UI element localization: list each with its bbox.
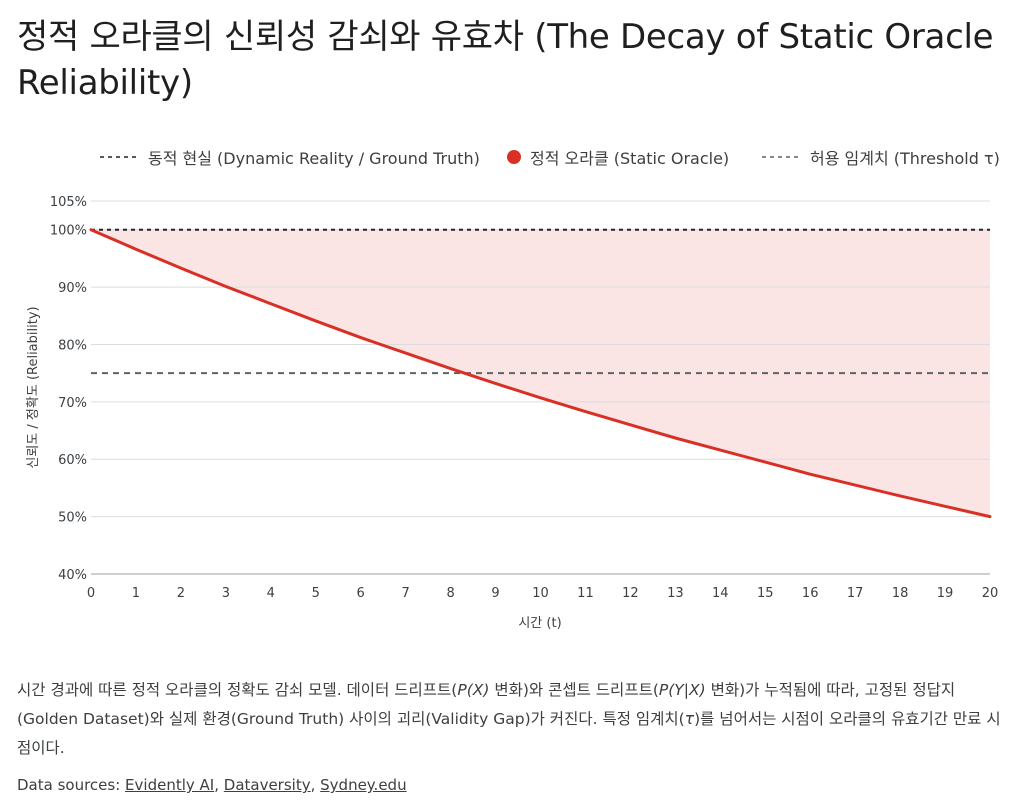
- source-link-evidently-ai[interactable]: Evidently AI: [125, 776, 215, 794]
- x-tick-label: 11: [577, 586, 594, 601]
- x-tick-label: 2: [177, 586, 185, 601]
- chart-legend: 동적 현실 (Dynamic Reality / Ground Truth) 정…: [0, 144, 1024, 170]
- x-tick-label: 3: [222, 586, 230, 601]
- sources-prefix: Data sources:: [17, 776, 126, 794]
- x-tick-label: 19: [937, 586, 954, 601]
- caption-math-px: P(X): [457, 681, 490, 699]
- sources-separator: ,: [214, 776, 224, 794]
- caption-text-2: 변화)와 콘셉트 드리프트(: [489, 681, 659, 699]
- y-axis-title: 신뢰도 / 정확도 (Reliability): [26, 306, 41, 468]
- legend-label-ground-truth: 동적 현실 (Dynamic Reality / Ground Truth): [148, 149, 480, 168]
- caption-text-3: 변화)가 누적됨에 따라, 고정된 정답지(Golden Dataset)와 실…: [17, 681, 956, 728]
- y-tick-label: 105%: [50, 195, 87, 210]
- source-link-dataversity[interactable]: Dataversity: [223, 776, 311, 794]
- validity-gap-area: [91, 229, 990, 517]
- y-tick-label: 90%: [58, 281, 87, 296]
- legend-item-threshold[interactable]: 허용 임계치 (Threshold τ): [762, 144, 1000, 170]
- dashed-line-icon: [762, 156, 802, 158]
- x-tick-label: 20: [982, 586, 999, 601]
- x-tick-label: 17: [847, 586, 864, 601]
- y-tick-label: 80%: [58, 338, 87, 353]
- x-tick-label: 12: [622, 586, 639, 601]
- y-tick-label: 60%: [58, 453, 87, 468]
- x-axis-title: 시간 (t): [518, 616, 561, 631]
- y-tick-label: 100%: [50, 224, 87, 239]
- red-dot-icon: [507, 150, 521, 164]
- caption-text-1: 시간 경과에 따른 정적 오라클의 정확도 감쇠 모델. 데이터 드리프트(: [17, 681, 458, 699]
- y-tick-label: 70%: [58, 396, 87, 411]
- x-tick-label: 4: [267, 586, 275, 601]
- reliability-decay-chart: 40%50%60%70%80%90%100%105%0 1 2 3 4 5 6 7 8 9 10 11…: [26, 195, 999, 631]
- caption-text-4: )를 넘어서는 시점이 오라클의 유효기간 만료 시점이다.: [17, 710, 1001, 757]
- dashed-line-icon: [100, 156, 140, 158]
- legend-item-static-oracle[interactable]: 정적 오라클 (Static Oracle): [506, 144, 729, 170]
- x-tick-label: 15: [757, 586, 774, 601]
- y-tick-label: 50%: [58, 511, 87, 526]
- caption-math-pyx: P(Y|X): [658, 681, 706, 699]
- x-tick-label: 5: [312, 586, 320, 601]
- x-tick-label: 14: [712, 586, 729, 601]
- legend-item-ground-truth[interactable]: 동적 현실 (Dynamic Reality / Ground Truth): [100, 144, 480, 170]
- y-tick-label: 40%: [58, 568, 87, 583]
- static-oracle-line: [89, 228, 992, 519]
- x-tick-label: 0: [87, 586, 95, 601]
- sources-separator: ,: [310, 776, 321, 794]
- x-tick-label: 1: [132, 586, 140, 601]
- data-sources: Data sources: Evidently AI, Dataversity,…: [17, 772, 1007, 798]
- x-tick-label: 18: [892, 586, 909, 601]
- source-link-sydney-edu[interactable]: Sydney.edu: [320, 776, 407, 794]
- x-tick-label: 7: [402, 586, 410, 601]
- caption-math-tau: τ: [684, 710, 695, 728]
- x-tick-label: 13: [667, 586, 684, 601]
- figure-caption: 시간 경과에 따른 정적 오라클의 정확도 감쇠 모델. 데이터 드리프트(P(…: [17, 676, 1007, 763]
- x-tick-label: 8: [446, 586, 454, 601]
- x-tick-label: 6: [357, 586, 365, 601]
- legend-label-static-oracle: 정적 오라클 (Static Oracle): [530, 149, 730, 168]
- x-tick-label: 9: [491, 586, 499, 601]
- legend-label-threshold: 허용 임계치 (Threshold τ): [810, 149, 1000, 168]
- x-tick-label: 16: [802, 586, 819, 601]
- x-tick-label: 10: [532, 586, 549, 601]
- chart-title: 정적 오라클의 신뢰성 감쇠와 유효차 (The Decay of Static…: [17, 17, 994, 103]
